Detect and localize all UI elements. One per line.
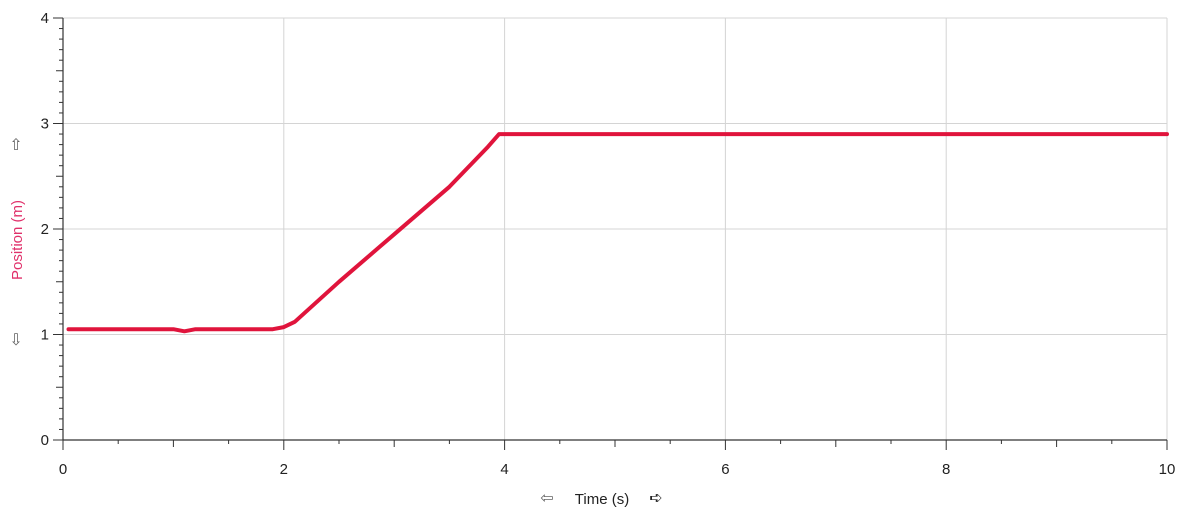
y-tick-label: 1 <box>41 327 49 344</box>
x-tick-label: 4 <box>500 461 508 478</box>
x-tick-label: 8 <box>942 461 950 478</box>
data-series <box>66 132 1169 334</box>
x-tick-label: 6 <box>721 461 729 478</box>
y-axis-scroll-up-icon[interactable]: ⇧ <box>9 135 22 154</box>
y-axis-scroll-down-icon[interactable]: ⇩ <box>9 330 22 349</box>
position-series-line <box>66 132 1169 334</box>
tick-marks <box>53 17 1168 450</box>
x-tick-label: 0 <box>59 461 67 478</box>
x-axis-scroll-left-icon[interactable]: ⇦ <box>540 488 553 507</box>
x-axis-label: Time (s) <box>575 491 629 508</box>
y-tick-label: 4 <box>41 10 49 27</box>
y-tick-label: 2 <box>41 221 49 238</box>
grid-lines <box>63 17 1168 440</box>
x-tick-label: 2 <box>280 461 288 478</box>
x-axis-scroll-right-icon[interactable]: ➪ <box>649 488 662 507</box>
x-tick-label: 10 <box>1159 461 1176 478</box>
y-axis-label: Position (m) <box>9 200 26 280</box>
y-tick-label: 3 <box>41 116 49 133</box>
y-tick-label: 0 <box>41 432 49 449</box>
tick-labels: 0 2 4 6 8 10 0 1 2 3 4 <box>41 10 1176 478</box>
